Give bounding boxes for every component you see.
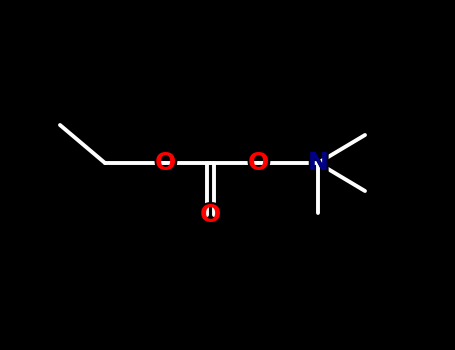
- Text: N: N: [305, 148, 331, 177]
- Text: O: O: [154, 151, 176, 175]
- Text: O: O: [245, 148, 271, 177]
- Text: O: O: [199, 203, 221, 227]
- Text: O: O: [197, 201, 223, 230]
- Text: O: O: [152, 148, 178, 177]
- Text: N: N: [308, 151, 329, 175]
- Text: O: O: [248, 151, 268, 175]
